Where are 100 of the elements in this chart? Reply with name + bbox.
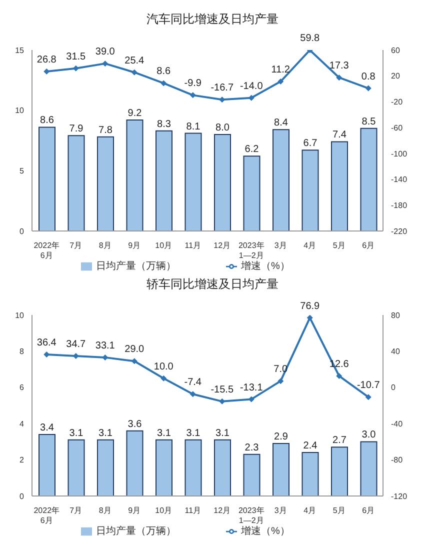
x-tick-label: 12月 [214,506,231,515]
legend-label: 增速（%） [241,526,290,537]
data-label: 6.2 [244,144,260,156]
bar [302,150,319,231]
chart-title: 轿车同比增速及日均产量 [146,276,280,293]
data-label: 39.0 [95,46,116,58]
x-tick-label: 5月 [332,506,346,515]
data-label: -7.4 [184,377,202,388]
bar [331,446,348,496]
bar [302,452,319,496]
bar [272,443,290,496]
data-label: 6.7 [303,138,318,150]
y2-tick-label: -120 [391,492,408,501]
y-tick-label: 5 [20,166,25,176]
data-label: 7.4 [332,130,347,141]
x-tick-label: 7月 [70,506,82,515]
point [306,315,313,321]
data-label: 0.8 [361,71,376,82]
data-label: 9.2 [128,108,142,119]
y-tick-label: 2 [20,456,25,465]
y2-tick-label: -80 [391,456,404,465]
y2-tick-label: -220 [391,226,408,236]
x-tick-label: 11月 [184,506,202,515]
point [160,375,167,382]
x-tick-label: 9月 [128,241,141,250]
y2-tick-label: -40 [391,419,404,428]
data-label: 59.8 [300,33,320,44]
chart-title: 汽车同比增速及日均产量 [146,11,280,28]
bar [68,135,85,231]
data-label: 3.6 [128,418,142,430]
data-label: 3.1 [98,428,113,439]
data-label: 33.1 [95,340,116,352]
point [190,92,196,98]
data-label: -16.7 [210,82,234,94]
point [190,391,196,398]
y2-tick-label: -140 [391,175,408,184]
y-tick-label: 4 [20,419,25,428]
data-label: 36.4 [36,337,57,348]
legend-label: 增速（%） [241,261,290,272]
y-tick-label: 10 [15,106,25,116]
bar [126,430,144,496]
point [72,65,79,72]
y2-tick-label: 0 [391,383,396,392]
x-tick-label: 5月 [332,241,346,250]
y-tick-label: 6 [20,383,25,392]
bar [214,439,231,496]
data-label: 2.9 [274,432,288,443]
x-tick-label: 11月 [184,241,202,250]
data-label: 8.5 [362,116,376,128]
bar [331,141,348,231]
x-tick-label: 10月 [155,241,172,250]
data-label: -9.9 [184,78,202,90]
data-label: 25.4 [124,55,145,66]
point [131,358,138,364]
point [131,69,138,76]
data-label: 2.4 [303,440,318,452]
point [336,372,342,379]
point [160,80,167,86]
point [336,74,342,81]
bar [243,156,260,231]
y-tick-label: 10 [15,310,25,320]
data-label: 8.0 [216,122,230,134]
data-label: 3.1 [186,428,201,439]
x-tick-label: 4月 [304,506,316,515]
data-label: 7.9 [69,124,84,135]
data-label: 26.8 [36,54,57,66]
data-label: 8.6 [40,115,54,126]
x-tick-label: 4月 [304,241,316,250]
x-tick-label: 2023年 1—2月 [238,241,264,260]
bar [360,441,378,496]
x-tick-label: 12月 [214,241,231,250]
y2-tick-label: 20 [391,72,400,81]
data-label: 8.6 [156,66,172,78]
point [365,394,372,400]
data-label: 17.3 [329,60,350,72]
legend-label: 日均产量（万辆） [96,526,176,537]
bar [126,119,144,231]
data-label: -15.5 [210,384,234,396]
data-label: 3.0 [362,430,376,441]
data-label: 3.1 [216,428,230,439]
data-label: -14.0 [240,80,264,92]
y2-tick-label: -20 [391,98,404,107]
bar [243,454,260,496]
data-label: 29.0 [124,344,145,356]
point [102,60,108,67]
x-tick-label: 7月 [70,241,82,250]
y2-tick-label: -180 [391,200,408,210]
data-label: 34.7 [66,338,86,350]
legend-label: 日均产量（万辆） [96,261,176,272]
x-tick-label: 8月 [98,506,112,515]
bar [97,136,114,231]
data-label: 11.2 [271,64,290,76]
data-label: 2.7 [332,435,347,446]
x-tick-label: 9月 [128,506,141,515]
x-tick-label: 2022年 6月 [34,241,60,260]
data-label: 3.1 [69,428,84,439]
data-label: -13.1 [240,382,264,394]
point [278,378,284,384]
x-tick-label: 6月 [362,241,375,250]
data-label: 31.5 [66,51,86,62]
